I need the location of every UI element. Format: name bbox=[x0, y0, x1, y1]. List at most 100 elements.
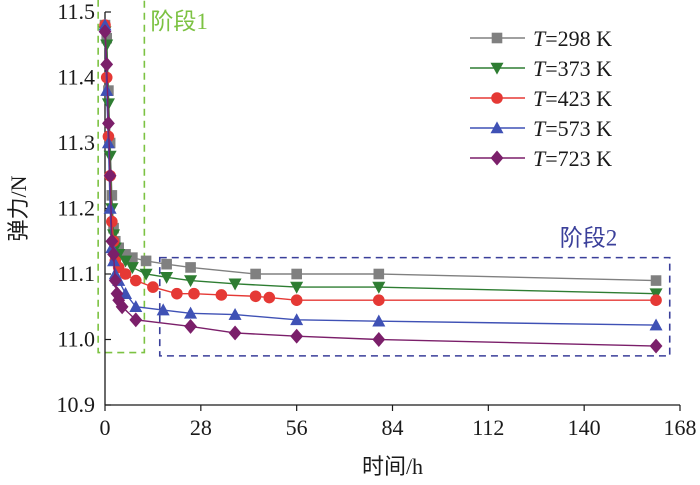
data-point bbox=[107, 246, 120, 262]
legend-label: T=573 K bbox=[533, 116, 612, 141]
legend-var: T bbox=[533, 146, 547, 171]
data-point bbox=[188, 287, 200, 300]
x-tick-label: 0 bbox=[100, 415, 111, 440]
legend-marker bbox=[490, 62, 504, 75]
stage-box-2 bbox=[158, 256, 671, 357]
y-tick-label: 11.4 bbox=[57, 65, 95, 90]
stage-annotations: 阶段1 阶段2 bbox=[97, 0, 671, 357]
series-5 bbox=[98, 24, 663, 354]
x-axis-title: 时间/h bbox=[362, 454, 423, 479]
y-axis-title: 弹力/N bbox=[6, 175, 31, 241]
x-tick-label: 112 bbox=[472, 415, 504, 440]
data-point bbox=[102, 115, 115, 131]
data-point bbox=[100, 39, 114, 52]
data-point bbox=[372, 332, 386, 347]
data-point bbox=[129, 312, 143, 328]
legend-item: T=373 K bbox=[470, 56, 612, 81]
legend-label: T=423 K bbox=[533, 86, 612, 111]
data-point bbox=[160, 271, 174, 284]
y-tick-label: 10.9 bbox=[57, 392, 96, 417]
legend-label: T=373 K bbox=[533, 56, 612, 81]
legend-marker bbox=[490, 121, 504, 134]
legend-var: T bbox=[533, 116, 547, 141]
legend-var: T bbox=[533, 86, 547, 111]
legend: T=298 KT=373 KT=423 KT=573 KT=723 K bbox=[470, 26, 612, 171]
data-point bbox=[184, 275, 198, 288]
y-tick-label: 11.2 bbox=[57, 196, 95, 221]
data-point bbox=[290, 313, 304, 326]
data-point bbox=[250, 268, 261, 280]
stage-box-1 bbox=[97, 0, 146, 354]
x-tick-label: 56 bbox=[286, 415, 308, 440]
data-point bbox=[103, 201, 117, 214]
data-point bbox=[125, 262, 139, 275]
y-tick-label: 11.5 bbox=[57, 0, 95, 24]
data-point bbox=[290, 281, 304, 294]
data-point bbox=[249, 290, 262, 303]
legend-var: T bbox=[533, 56, 547, 81]
data-point bbox=[649, 318, 663, 331]
data-point bbox=[373, 268, 385, 280]
legend-value: =298 K bbox=[545, 26, 612, 51]
y-tick-label: 11.0 bbox=[57, 327, 95, 352]
legend-label: T=723 K bbox=[533, 146, 612, 171]
data-point bbox=[98, 24, 112, 40]
legend-item: T=423 K bbox=[470, 86, 612, 111]
data-point bbox=[100, 83, 114, 96]
data-point bbox=[372, 314, 386, 327]
data-point bbox=[373, 294, 385, 307]
x-tick-label: 168 bbox=[664, 415, 697, 440]
data-point bbox=[105, 233, 119, 249]
legend-marker bbox=[491, 92, 503, 104]
data-point bbox=[215, 289, 228, 301]
data-point bbox=[228, 307, 242, 320]
data-point bbox=[291, 268, 302, 280]
data-point bbox=[103, 168, 117, 184]
data-point bbox=[129, 300, 143, 313]
data-point bbox=[649, 338, 663, 354]
legend-value: =373 K bbox=[545, 56, 612, 81]
data-point bbox=[171, 287, 183, 300]
legend-var: T bbox=[533, 26, 547, 51]
y-tick-label: 11.3 bbox=[57, 130, 95, 155]
data-point bbox=[185, 262, 196, 273]
data-point bbox=[156, 303, 170, 316]
data-point bbox=[184, 318, 197, 334]
data-point bbox=[130, 274, 142, 287]
x-tick-label: 84 bbox=[382, 415, 404, 440]
legend-value: =573 K bbox=[545, 116, 612, 141]
data-point bbox=[119, 255, 133, 268]
legend-item: T=298 K bbox=[470, 26, 612, 51]
x-tick-label: 140 bbox=[568, 415, 601, 440]
data-point bbox=[650, 275, 662, 286]
data-point bbox=[108, 273, 122, 289]
data-point bbox=[372, 281, 386, 294]
data-point bbox=[161, 258, 172, 270]
data-point bbox=[140, 255, 152, 267]
data-point bbox=[115, 299, 129, 315]
legend-item: T=723 K bbox=[470, 146, 612, 171]
y-tick-label: 11.1 bbox=[57, 261, 95, 286]
data-point bbox=[649, 288, 663, 301]
legend-item: T=573 K bbox=[470, 116, 612, 141]
data-point bbox=[139, 268, 153, 281]
legend-value: =423 K bbox=[545, 86, 612, 111]
stage-label-2: 阶段2 bbox=[560, 226, 618, 251]
data-point bbox=[228, 278, 242, 291]
legend-label: T=298 K bbox=[533, 26, 612, 51]
data-point bbox=[263, 291, 276, 304]
data-point bbox=[290, 328, 304, 344]
legend-marker bbox=[490, 150, 504, 166]
x-tick-label: 28 bbox=[190, 415, 212, 440]
legend-marker bbox=[491, 32, 503, 44]
axes: 10.9 11.0 11.1 11.2 11.3 11.4 11.5 0 28 56 84 112 14… bbox=[57, 0, 697, 440]
data-point bbox=[147, 281, 159, 293]
data-point bbox=[290, 294, 303, 307]
data-point bbox=[228, 325, 242, 341]
data-point bbox=[650, 294, 662, 307]
series-layer bbox=[98, 18, 663, 354]
stage-label-1: 阶段1 bbox=[150, 9, 208, 34]
data-point bbox=[184, 306, 198, 319]
data-point bbox=[100, 56, 114, 72]
